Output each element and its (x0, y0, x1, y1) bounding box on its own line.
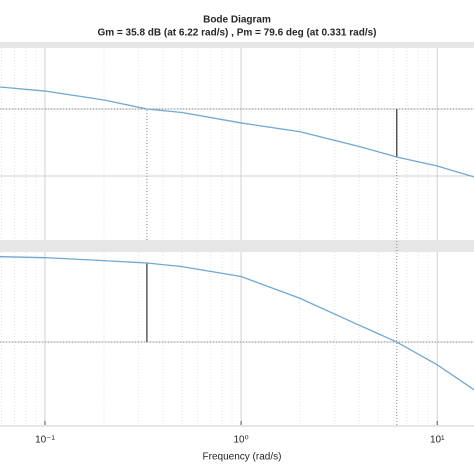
series-line (0, 256, 474, 391)
x-tick-label: 10¹ (430, 435, 445, 446)
series-line (0, 86, 474, 178)
axes-edge (0, 425, 474, 427)
x-tick-label: 10⁰ (234, 435, 249, 446)
chart-subtitle: Gm = 35.8 dB (at 6.22 rad/s) , Pm = 79.6… (97, 28, 376, 39)
axes-edge (0, 42, 474, 48)
x-tick-label: 10⁻¹ (35, 435, 55, 446)
chart-title: Bode Diagram (203, 15, 271, 26)
x-axis-label: Frequency (rad/s) (203, 452, 282, 463)
axes-edge (0, 240, 474, 252)
